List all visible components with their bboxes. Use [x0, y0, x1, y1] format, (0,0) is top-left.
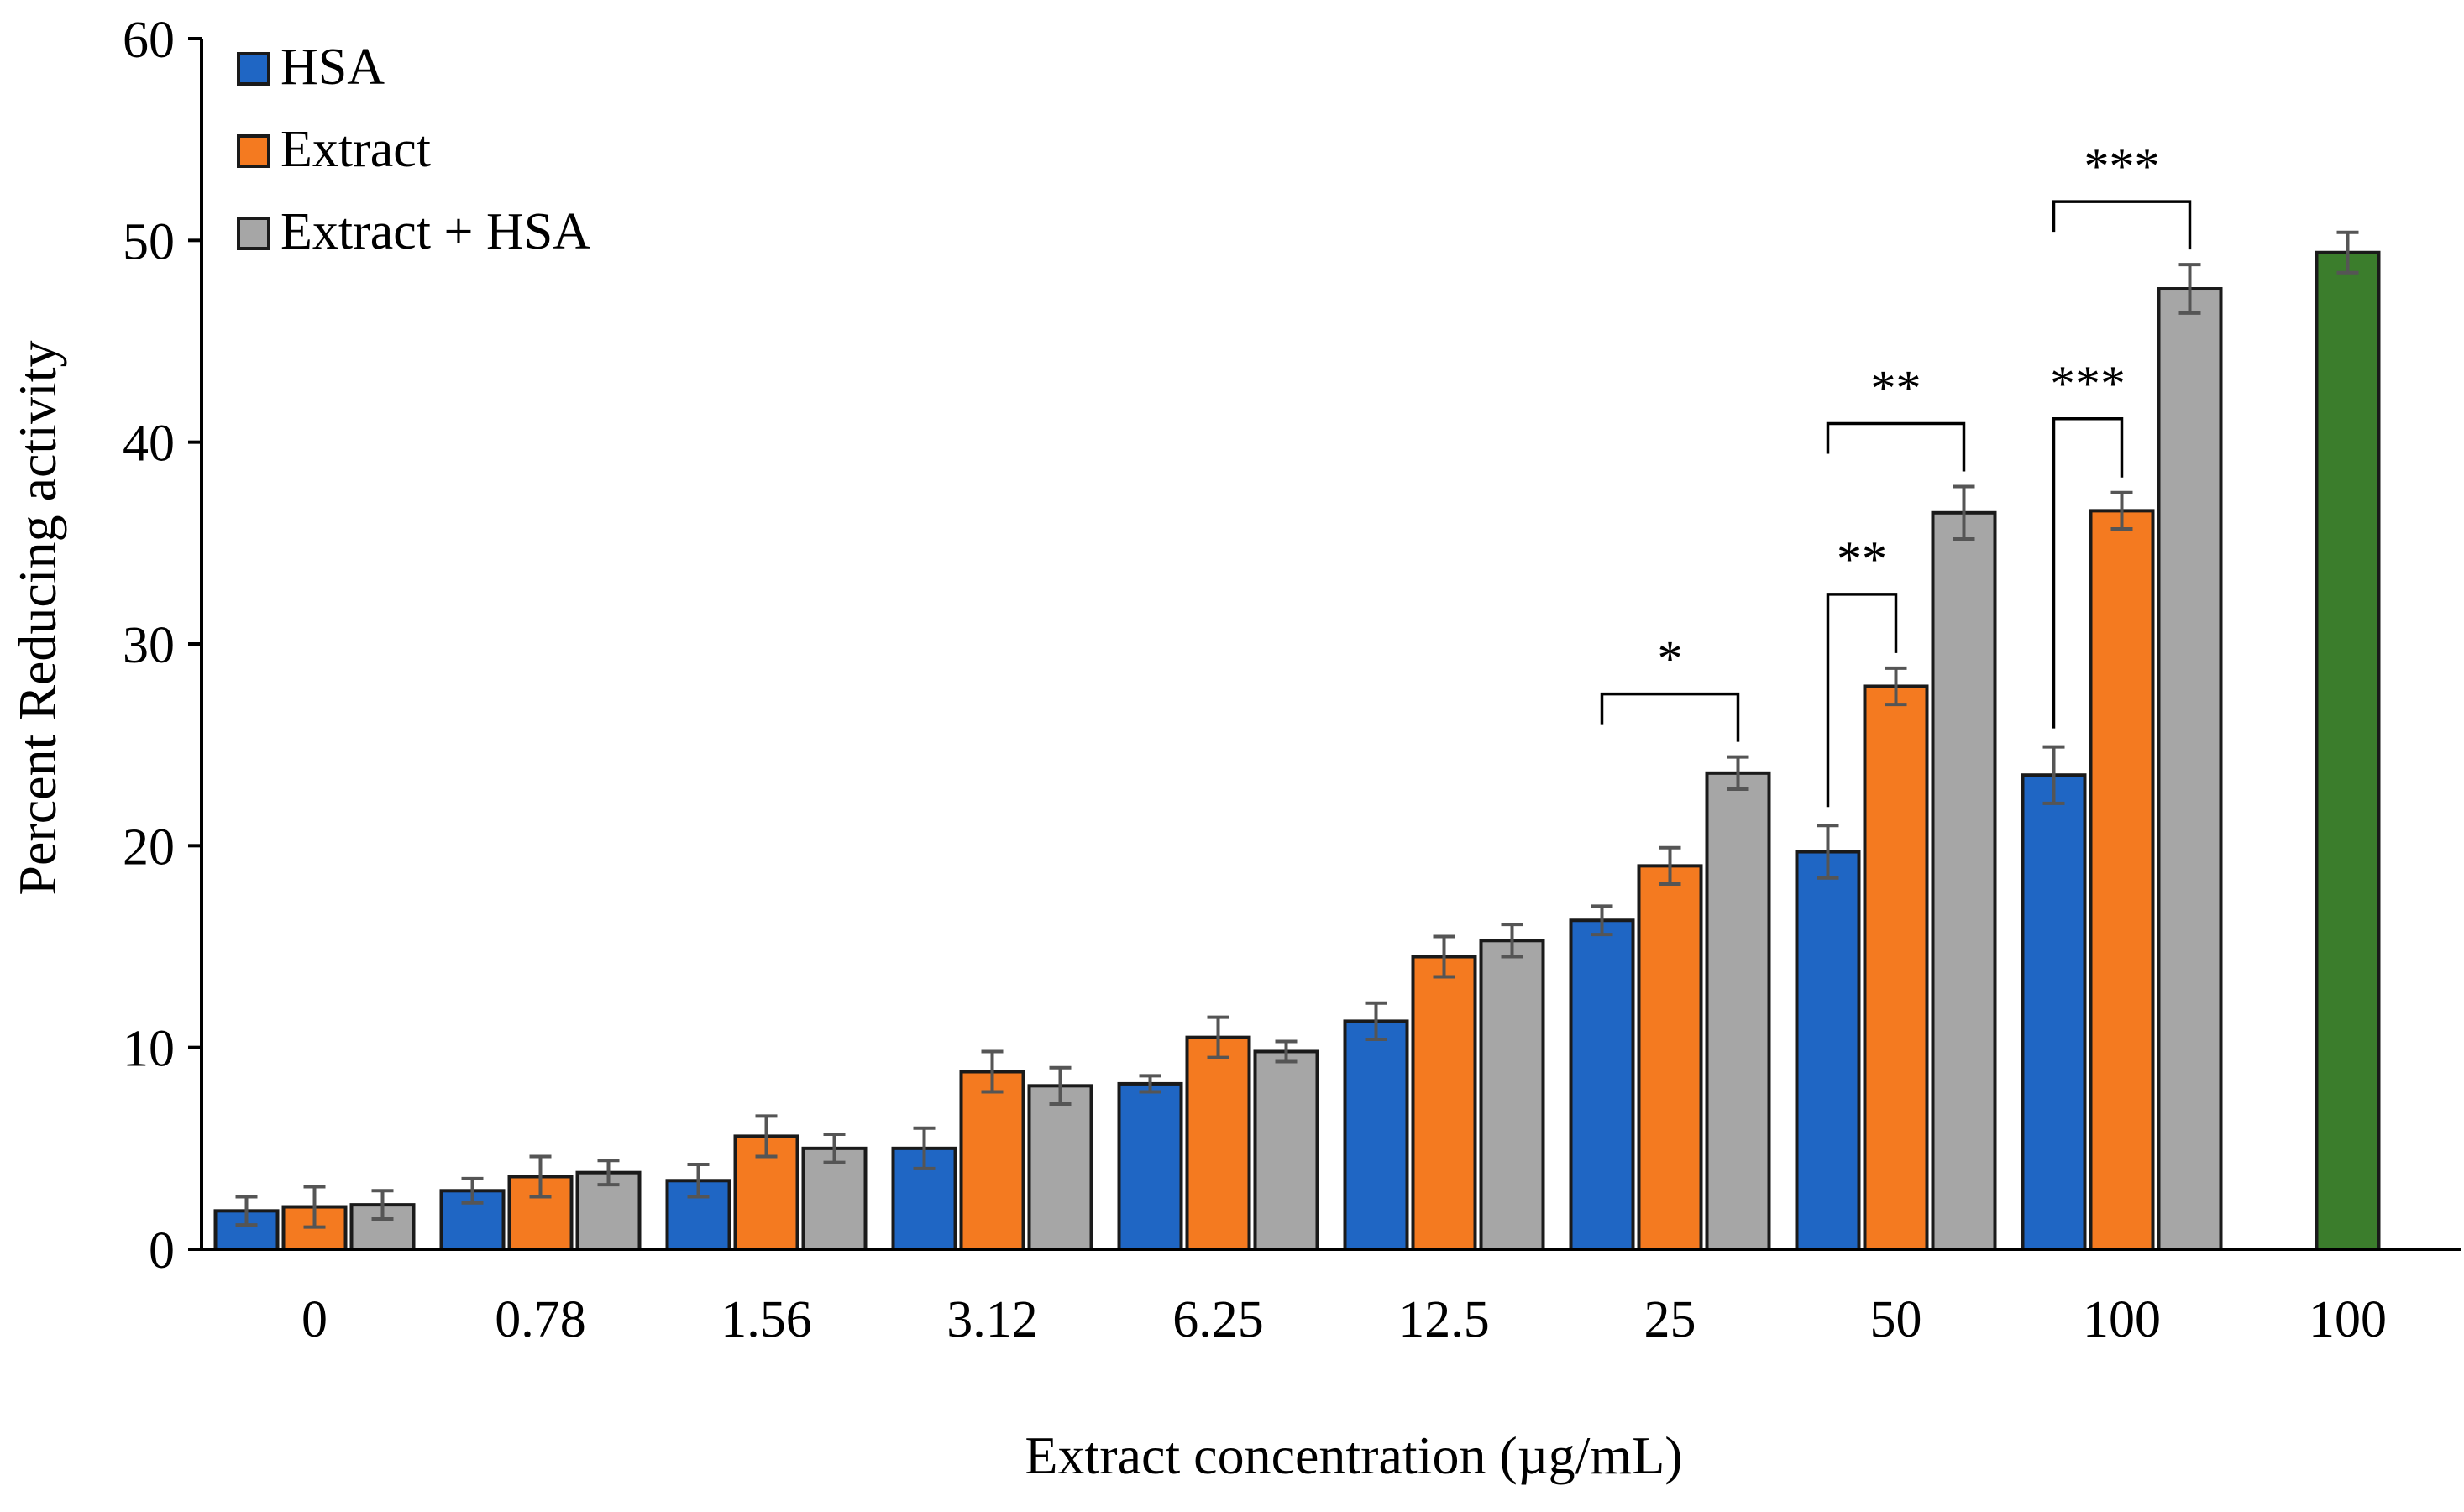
x-tick-label: 100: [2309, 1291, 2387, 1348]
bar: [2021, 773, 2087, 1251]
bar: [1027, 1084, 1093, 1251]
significance-bracket: [1600, 692, 1740, 742]
bar: [959, 1070, 1025, 1252]
bar: [2089, 509, 2155, 1251]
bar: [1637, 864, 1703, 1252]
y-tick-label: 0: [149, 1222, 175, 1279]
bar: [1185, 1035, 1251, 1252]
bar: [1117, 1081, 1183, 1251]
bar: [1705, 771, 1771, 1251]
y-tick-label: 50: [123, 213, 175, 270]
x-axis-title: Extract concentration (µg/mL): [1025, 1426, 1682, 1485]
x-tick-label: 100: [2083, 1291, 2161, 1348]
significance-label: **: [1837, 531, 1887, 587]
bar: [2157, 287, 2223, 1252]
bar: [1863, 684, 1929, 1251]
bar: [2315, 250, 2381, 1252]
x-tick-label: 3.12: [946, 1291, 1038, 1348]
legend-swatch: [237, 134, 270, 168]
x-tick-label: 50: [1870, 1291, 1922, 1348]
bar: [1479, 939, 1545, 1252]
significance-label: ***: [2050, 356, 2126, 411]
y-tick-label: 40: [123, 416, 175, 473]
significance-label: ***: [2084, 139, 2160, 194]
y-tick-label: 20: [123, 819, 175, 876]
bar: [1253, 1049, 1319, 1252]
legend-swatch: [237, 52, 270, 86]
bar: [1931, 510, 1997, 1251]
y-tick-label: 30: [123, 617, 175, 674]
legend: HSA Extract Extract + HSA: [237, 39, 590, 260]
significance-label: *: [1658, 631, 1683, 687]
significance-bracket: [2052, 417, 2124, 729]
legend-label: HSA: [280, 39, 385, 96]
plot-area: 0 10 20 30 40 50 60 0 0.78 1.56 3.12 6.25 12.5 25 50 10…: [123, 12, 2461, 1348]
legend-swatch: [237, 217, 270, 250]
x-tick-label: 25: [1644, 1291, 1696, 1348]
significance-bracket: [1826, 421, 1966, 472]
x-tick-label: 12.5: [1398, 1291, 1490, 1348]
legend-label: Extract + HSA: [280, 203, 590, 260]
significance-bracket: [1826, 593, 1898, 808]
legend-label: Extract: [280, 121, 431, 178]
x-tick-label: 0: [301, 1291, 328, 1348]
bar: [1343, 1019, 1409, 1251]
significance-label: **: [1871, 361, 1921, 416]
x-tick-label: 0.78: [495, 1291, 586, 1348]
y-tick-label: 10: [123, 1021, 175, 1078]
significance-bracket: [2052, 200, 2192, 250]
x-tick-label: 1.56: [721, 1291, 812, 1348]
bar: [1569, 918, 1635, 1252]
y-axis-title: Percent Reducing activity: [8, 340, 67, 895]
bar: [1795, 850, 1861, 1251]
bar: [1411, 955, 1477, 1252]
y-tick-label: 60: [123, 12, 175, 69]
bar: [801, 1146, 868, 1252]
x-tick-label: 6.25: [1172, 1291, 1264, 1348]
